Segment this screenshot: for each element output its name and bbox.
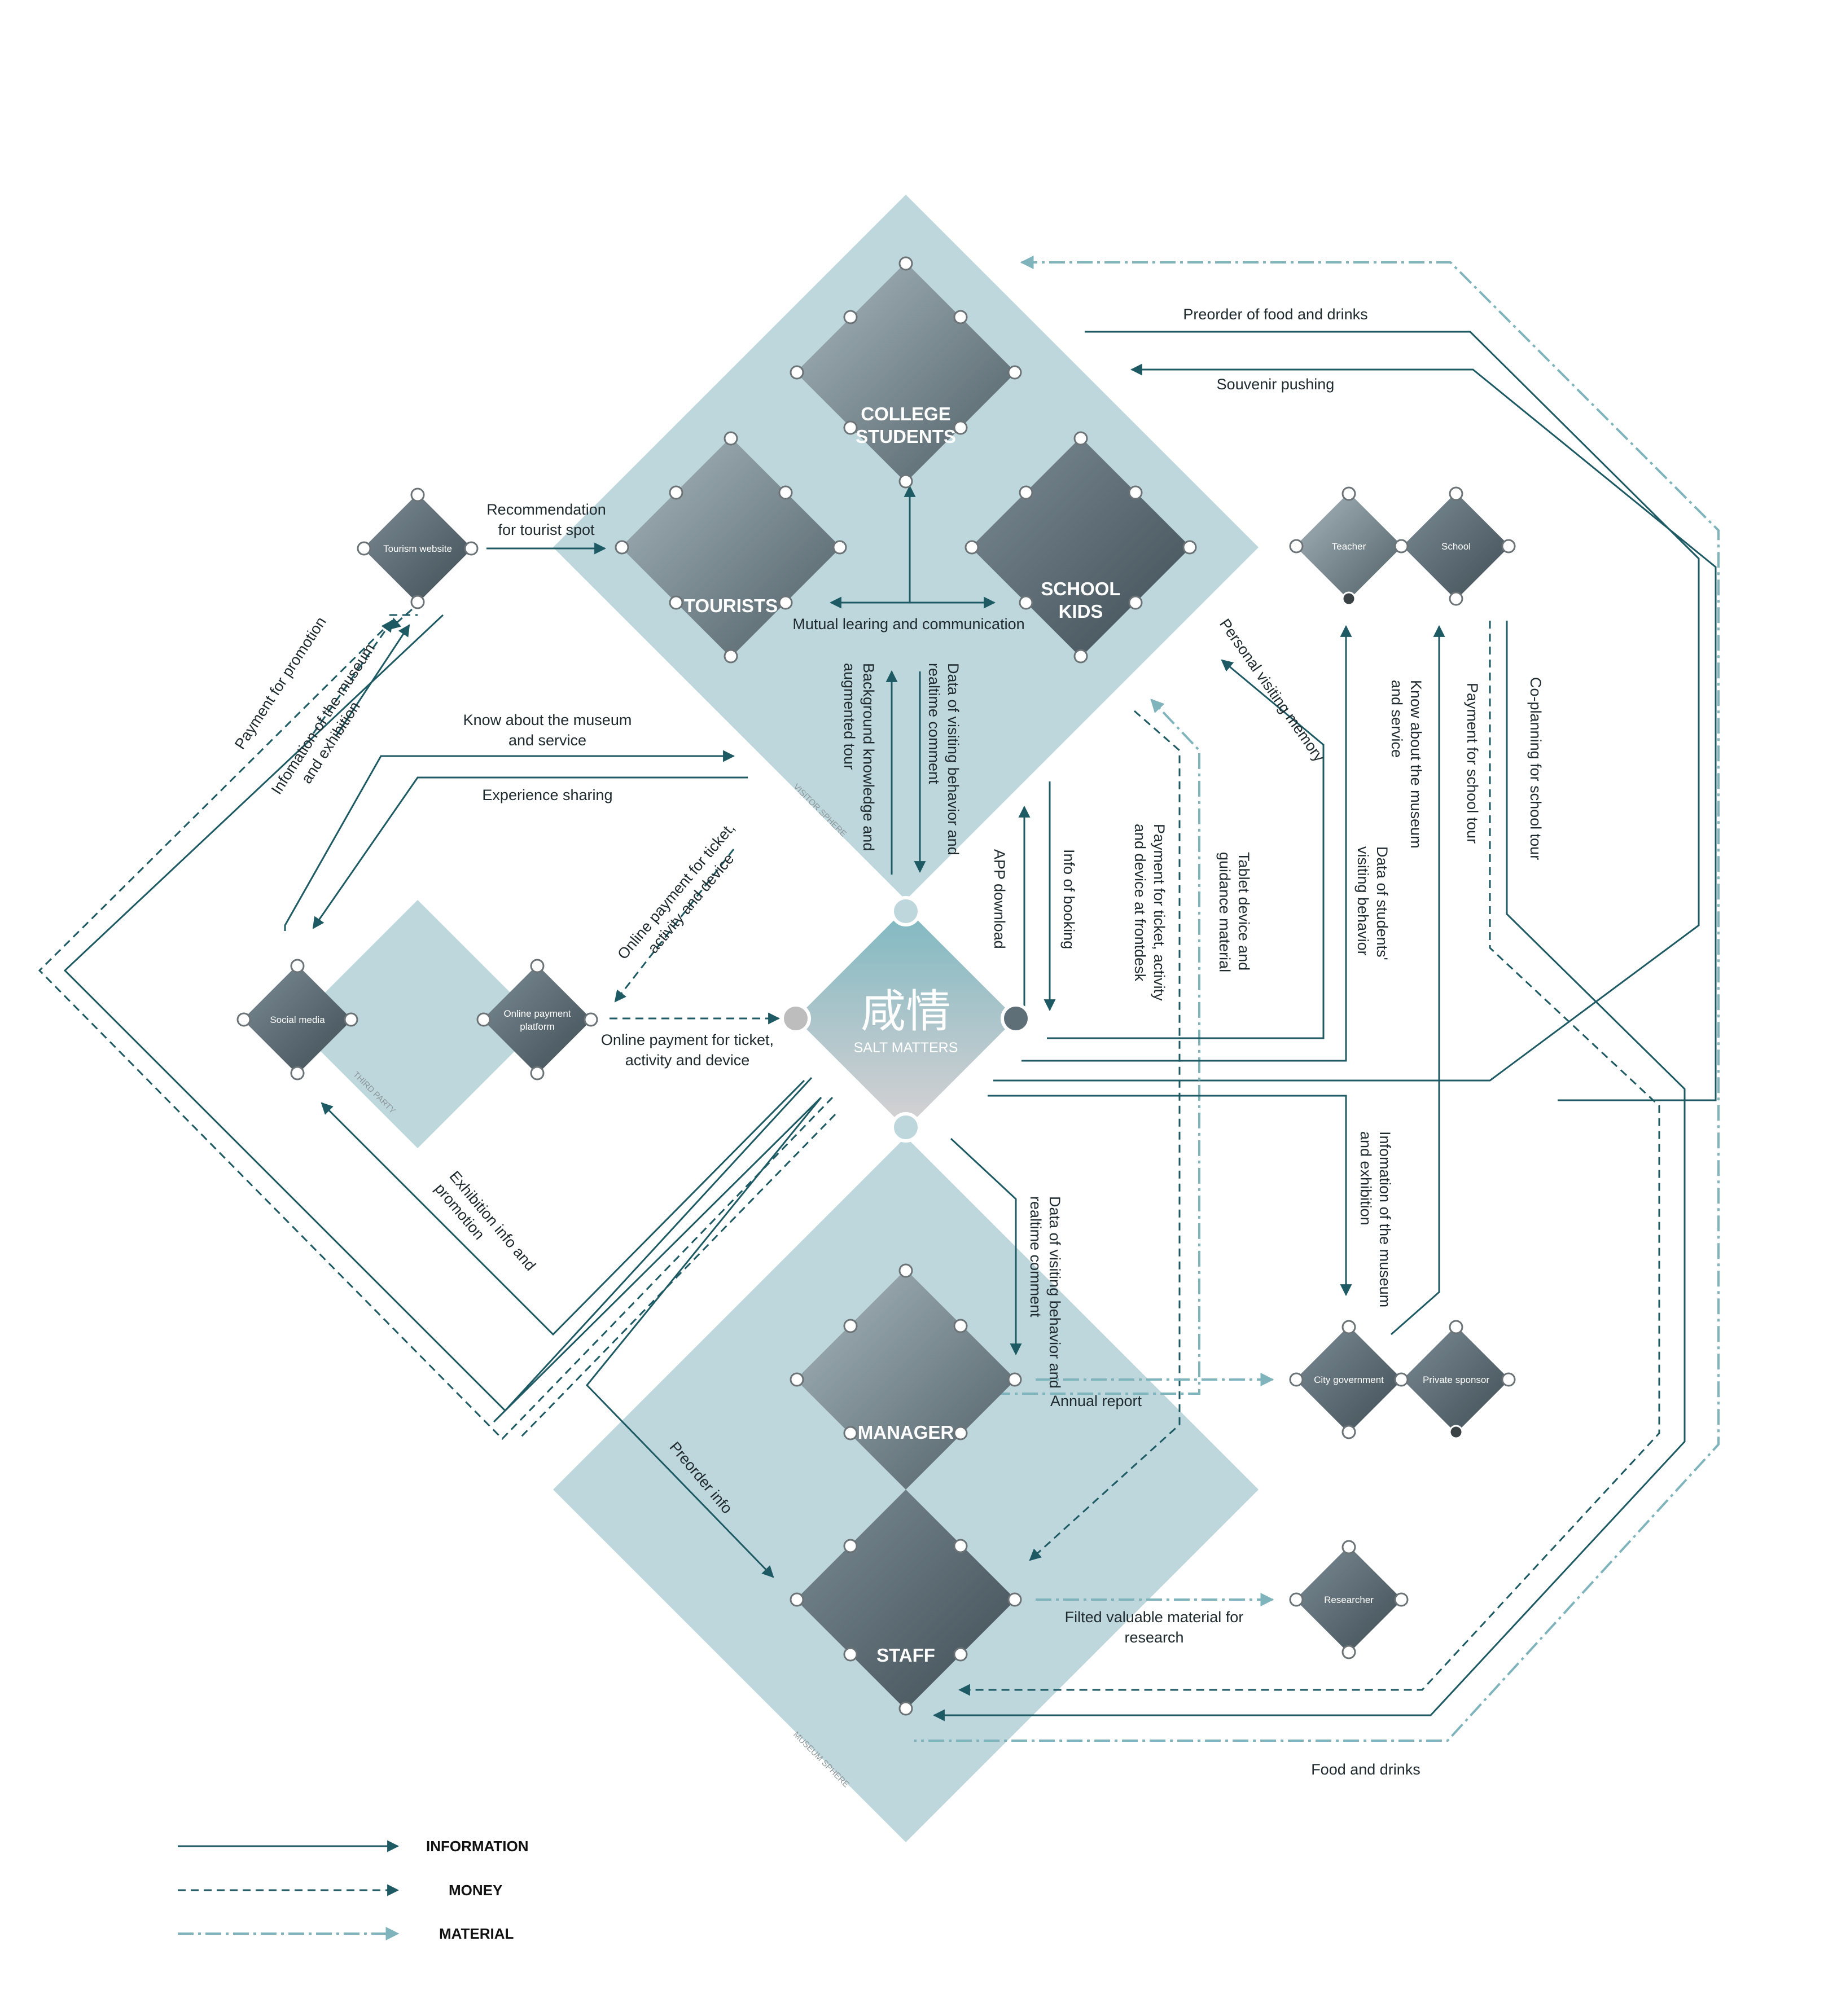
ports (236, 256, 1516, 1716)
label-personal-memory: Personal visiting memory (1216, 616, 1328, 765)
node-online-payment-platform[interactable]: Online payment platform (483, 965, 592, 1074)
label-know-museum-school: Know about the museumand service (1388, 680, 1424, 849)
flow-lines (38, 256, 1720, 1742)
teacher-label: Teacher (1332, 541, 1366, 552)
node-tourism-website[interactable]: Tourism website (363, 494, 472, 603)
label-online-payment-center: Online payment for ticket, activity and d… (601, 1031, 774, 1069)
label-filtered-material: Filted valuable material for research (1065, 1609, 1244, 1646)
label-souvenir-pushing: Souvenir pushing (1217, 376, 1335, 393)
center-port-right[interactable] (1001, 1003, 1031, 1034)
third-party-sphere (293, 900, 542, 1148)
label-data-visiting-manager: Data of visiting behavior andrealtime co… (1027, 1196, 1063, 1389)
social-media-label: Social media (270, 1014, 325, 1025)
legend-material-label: MATERIAL (439, 1925, 514, 1942)
tourists-label: TOURISTS (684, 595, 778, 616)
label-online-payment-social: Online payment for ticket,activity and d… (614, 819, 753, 975)
manager-label: MANAGER (858, 1422, 954, 1443)
node-school[interactable]: School (1402, 493, 1510, 600)
logo-text: SALT MATTERS (854, 1040, 958, 1056)
label-data-students: Data of students'visiting behavior (1354, 846, 1391, 960)
salt-matters-center[interactable]: 咸情 SALT MATTERS (781, 896, 1031, 1143)
label-food-drinks: Food and drinks (1311, 1761, 1421, 1778)
college-students-label: COLLEGE STUDENTS (856, 403, 956, 447)
label-payment-school-tour: Payment for school tour (1464, 683, 1481, 844)
label-info-booking: Info of booking (1060, 849, 1077, 949)
label-know-museum: Know about the museum and service (463, 711, 632, 749)
node-teacher[interactable]: Teacher (1295, 493, 1402, 600)
label-co-planning: Co-planning for school tour (1527, 677, 1544, 860)
center-port-top[interactable] (891, 896, 921, 926)
label-annual-report: Annual report (1050, 1393, 1142, 1409)
legend: INFORMATION MONEY MATERIAL (178, 1838, 529, 1942)
legend-money-label: MONEY (449, 1882, 502, 1899)
visitor-sphere (553, 195, 1259, 900)
legend-information-label: INFORMATION (426, 1838, 529, 1855)
label-info-museum-gov: Infomation of the museumand exhibition (1357, 1131, 1393, 1307)
center-port-left[interactable] (781, 1003, 811, 1034)
label-background-knowledge: Background knowledge andaugmented tour (841, 663, 877, 851)
tourism-website-label: Tourism website (383, 543, 452, 554)
node-researcher[interactable]: Researcher (1295, 1546, 1402, 1653)
logo-glyphs: 咸情 (861, 985, 951, 1038)
label-app-download: APP download (991, 849, 1008, 949)
researcher-label: Researcher (1324, 1595, 1374, 1605)
staff-label: STAFF (876, 1645, 935, 1666)
label-tablet-device: Tablet device andguidance material (1216, 852, 1252, 972)
school-kids-label: SCHOOL KIDS (1041, 578, 1120, 622)
private-sponsor-label: Private sponsor (1423, 1374, 1489, 1385)
label-recommendation: Recommendation for tourist spot (486, 501, 606, 538)
label-exhibition-info: Exhibition info andpromotion (431, 1168, 539, 1286)
label-experience-sharing: Experience sharing (482, 787, 612, 803)
node-city-government[interactable]: City government (1295, 1326, 1402, 1433)
node-social-media[interactable]: Social media (243, 965, 352, 1074)
center-port-bottom[interactable] (891, 1112, 921, 1143)
label-preorder-food: Preorder of food and drinks (1183, 306, 1367, 323)
city-government-label: City government (1314, 1374, 1384, 1385)
label-data-visiting-top: Data of visiting behavior andrealtime co… (926, 663, 962, 855)
school-label: School (1441, 541, 1471, 552)
online-payment-platform-label: Online payment platform (503, 1008, 571, 1032)
label-mutual-learning: Mutual learing and communication (792, 616, 1024, 633)
label-payment-frontdesk: Payment for ticket, activityand device a… (1132, 824, 1168, 1001)
node-private-sponsor[interactable]: Private sponsor (1402, 1326, 1510, 1433)
